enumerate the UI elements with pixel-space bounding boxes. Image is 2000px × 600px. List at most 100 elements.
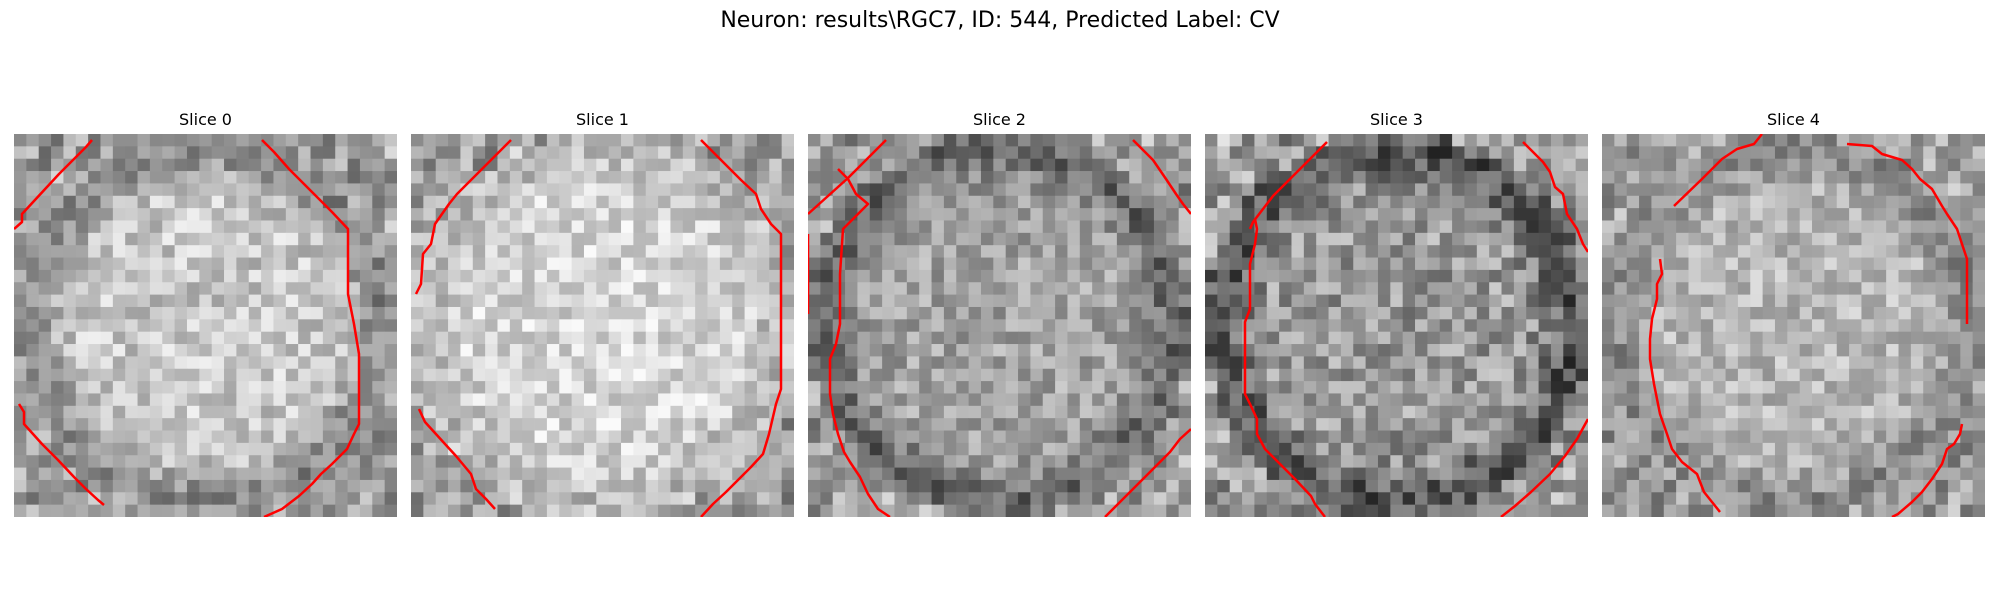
image-pixel bbox=[534, 220, 548, 234]
image-pixel bbox=[448, 183, 461, 197]
image-pixel bbox=[322, 344, 336, 357]
image-pixel bbox=[1923, 220, 1936, 234]
image-pixel bbox=[1812, 294, 1825, 308]
image-pixel bbox=[1067, 171, 1081, 184]
image-pixel bbox=[162, 430, 176, 444]
image-pixel bbox=[559, 319, 573, 333]
image-pixel bbox=[236, 195, 250, 209]
image-pixel bbox=[273, 467, 287, 481]
image-pixel bbox=[968, 232, 982, 246]
image-pixel bbox=[906, 405, 920, 419]
image-pixel bbox=[112, 393, 126, 407]
image-pixel bbox=[1526, 442, 1539, 456]
image-pixel bbox=[980, 331, 994, 345]
image-pixel bbox=[1390, 158, 1404, 172]
image-pixel bbox=[1464, 368, 1478, 382]
image-pixel bbox=[38, 430, 52, 444]
image-pixel bbox=[546, 282, 560, 296]
image-pixel bbox=[298, 430, 311, 444]
image-pixel bbox=[1055, 245, 1068, 258]
image-pixel bbox=[211, 220, 225, 234]
image-pixel bbox=[509, 245, 523, 258]
image-pixel bbox=[63, 220, 77, 234]
image-pixel bbox=[1849, 455, 1862, 468]
image-pixel bbox=[236, 319, 250, 333]
image-pixel bbox=[1799, 455, 1813, 468]
image-pixel bbox=[1116, 368, 1130, 382]
image-pixel bbox=[1787, 492, 1801, 506]
image-pixel bbox=[1030, 405, 1044, 419]
image-pixel bbox=[1737, 245, 1751, 258]
image-pixel bbox=[472, 381, 486, 394]
image-pixel bbox=[1750, 442, 1764, 456]
image-pixel bbox=[1626, 269, 1640, 283]
image-pixel bbox=[1836, 208, 1850, 221]
image-pixel bbox=[1737, 294, 1751, 308]
image-pixel bbox=[1676, 257, 1689, 271]
image-pixel bbox=[1489, 306, 1502, 320]
image-pixel bbox=[980, 430, 994, 444]
image-pixel bbox=[1092, 183, 1105, 197]
image-pixel bbox=[1774, 183, 1788, 197]
image-pixel bbox=[1104, 183, 1118, 197]
image-pixel bbox=[1476, 405, 1490, 419]
image-pixel bbox=[1390, 146, 1404, 160]
image-pixel bbox=[621, 269, 634, 283]
image-pixel bbox=[1476, 220, 1490, 234]
image-pixel bbox=[756, 183, 770, 197]
image-pixel bbox=[1279, 504, 1292, 517]
image-pixel bbox=[931, 134, 945, 147]
image-pixel bbox=[88, 381, 101, 394]
image-pixel bbox=[682, 183, 696, 197]
image-pixel bbox=[1513, 344, 1527, 357]
image-pixel bbox=[732, 294, 745, 308]
image-pixel bbox=[583, 504, 597, 517]
image-pixel bbox=[261, 306, 274, 320]
image-pixel bbox=[1166, 430, 1180, 444]
image-pixel bbox=[448, 134, 461, 147]
image-pixel bbox=[1688, 319, 1702, 333]
image-pixel bbox=[162, 220, 176, 234]
image-pixel bbox=[1427, 492, 1441, 506]
image-pixel bbox=[1886, 381, 1899, 394]
image-pixel bbox=[682, 331, 696, 345]
image-pixel bbox=[1898, 146, 1912, 160]
image-pixel bbox=[310, 220, 324, 234]
image-pixel bbox=[820, 245, 834, 258]
image-pixel bbox=[1725, 232, 1739, 246]
image-pixel bbox=[1005, 134, 1019, 147]
image-pixel bbox=[186, 393, 200, 407]
image-pixel bbox=[1639, 331, 1652, 345]
image-pixel bbox=[869, 344, 883, 357]
image-pixel bbox=[906, 368, 920, 382]
image-pixel bbox=[485, 245, 498, 258]
image-pixel bbox=[1676, 393, 1689, 407]
image-pixel bbox=[1501, 479, 1515, 493]
image-pixel bbox=[1116, 319, 1130, 333]
image-pixel bbox=[820, 319, 834, 333]
image-pixel bbox=[1526, 183, 1539, 197]
image-pixel bbox=[1279, 467, 1292, 481]
image-pixel bbox=[1663, 294, 1677, 308]
image-pixel bbox=[820, 467, 834, 481]
slice-image bbox=[1205, 134, 1588, 517]
image-pixel bbox=[186, 294, 200, 308]
image-pixel bbox=[162, 344, 176, 357]
image-pixel bbox=[1563, 504, 1577, 517]
image-pixel bbox=[1774, 134, 1788, 147]
image-pixel bbox=[14, 220, 27, 234]
image-pixel bbox=[75, 418, 89, 431]
image-pixel bbox=[845, 306, 858, 320]
image-pixel bbox=[719, 208, 733, 221]
image-pixel bbox=[347, 368, 361, 382]
image-pixel bbox=[248, 381, 262, 394]
image-pixel bbox=[1861, 344, 1875, 357]
image-pixel bbox=[224, 294, 237, 308]
image-pixel bbox=[1602, 183, 1615, 197]
image-pixel bbox=[1787, 331, 1801, 345]
image-pixel bbox=[695, 492, 708, 506]
image-pixel bbox=[1602, 306, 1615, 320]
image-pixel bbox=[1812, 442, 1825, 456]
image-pixel bbox=[695, 467, 708, 481]
image-pixel bbox=[1042, 418, 1056, 431]
